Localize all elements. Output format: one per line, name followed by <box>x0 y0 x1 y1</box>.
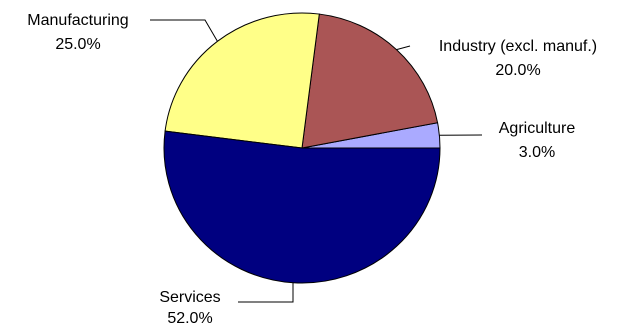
pie-slices <box>163 12 441 284</box>
slice-value-agriculture: 3.0% <box>519 144 555 161</box>
leader-line-industry <box>396 45 411 51</box>
pie-slice-services <box>163 130 441 284</box>
leader-lines <box>150 19 483 303</box>
slice-value-manufacturing: 25.0% <box>55 36 100 53</box>
leader-line-services <box>238 282 294 303</box>
slice-value-services: 52.0% <box>167 310 212 325</box>
slice-label-services: Services <box>159 289 220 306</box>
pie-slice-manufacturing <box>164 12 320 149</box>
slice-value-industry: 20.0% <box>495 62 540 79</box>
leader-line-manufacturing <box>150 19 218 42</box>
slice-label-manufacturing: Manufacturing <box>27 12 128 29</box>
slice-label-industry: Industry (excl. manuf.) <box>439 38 597 55</box>
pie-slice-industry <box>301 13 439 149</box>
slice-label-agriculture: Agriculture <box>499 120 576 137</box>
